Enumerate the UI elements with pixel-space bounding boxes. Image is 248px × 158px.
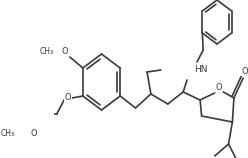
Text: O: O: [215, 82, 222, 91]
Text: O: O: [30, 130, 37, 139]
Text: CH₃: CH₃: [39, 46, 54, 55]
Text: CH₃: CH₃: [0, 130, 14, 139]
Text: HN: HN: [194, 66, 207, 75]
Text: O: O: [61, 46, 68, 55]
Text: O: O: [241, 67, 248, 76]
Text: O: O: [65, 94, 72, 103]
